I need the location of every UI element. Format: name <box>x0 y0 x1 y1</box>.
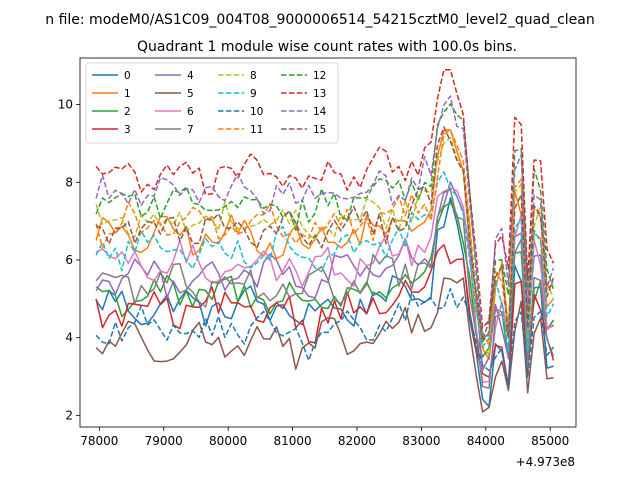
series-line-12 <box>95 103 555 343</box>
legend-label-0: 0 <box>124 70 131 82</box>
legend-label-11: 11 <box>250 124 263 136</box>
series-line-4 <box>95 181 554 371</box>
y-tick-label: 10 <box>58 98 73 112</box>
legend-label-5: 5 <box>187 88 194 100</box>
legend-label-2: 2 <box>124 106 131 118</box>
figure-suptitle: n file: modeM0/AS1C09_004T08_9000006514_… <box>45 12 594 28</box>
legend-label-14: 14 <box>313 106 327 118</box>
series-line-13 <box>95 68 555 329</box>
x-tick-label: 81000 <box>273 434 311 448</box>
legend-label-12: 12 <box>313 70 326 82</box>
legend-label-3: 3 <box>124 124 131 136</box>
y-tick-label: 6 <box>65 253 73 267</box>
x-tick-label: 78000 <box>80 434 118 448</box>
x-tick-label: 82000 <box>338 434 376 448</box>
plot-frame <box>79 57 577 428</box>
chart-title: Quadrant 1 module wise count rates with … <box>137 39 517 55</box>
legend-label-10: 10 <box>250 106 263 118</box>
axis-ticks: 78000 79000 80000 81000 82000 83000 84000 85000… <box>58 98 570 448</box>
series-line-11 <box>95 129 555 347</box>
y-tick-label: 2 <box>65 408 73 422</box>
series-line-9 <box>95 171 555 354</box>
legend-label-4: 4 <box>187 70 194 82</box>
legend-label-9: 9 <box>250 88 257 100</box>
y-tick-label: 4 <box>65 331 73 345</box>
series-line-0 <box>95 197 554 408</box>
series-line-5 <box>95 277 554 413</box>
x-tick-label: 79000 <box>145 434 183 448</box>
x-tick-label: 84000 <box>467 434 505 448</box>
series-line-14 <box>95 95 555 338</box>
series-line-7 <box>95 189 555 390</box>
x-tick-label: 83000 <box>402 434 440 448</box>
series-line-15 <box>95 126 555 342</box>
x-tick-label: 80000 <box>209 434 247 448</box>
legend-label-7: 7 <box>187 124 194 136</box>
legend-label-13: 13 <box>313 88 326 100</box>
x-tick-label: 85000 <box>531 434 569 448</box>
series-line-10 <box>95 287 555 387</box>
legend-label-1: 1 <box>124 88 131 100</box>
series-line-3 <box>95 244 555 390</box>
legend-label-15: 15 <box>313 124 326 136</box>
series-layer <box>95 68 555 413</box>
legend-label-8: 8 <box>250 70 257 82</box>
legend-label-6: 6 <box>187 106 194 118</box>
legend-box <box>85 62 339 144</box>
y-tick-label: 8 <box>65 175 73 189</box>
x-offset-label: +4.973e8 <box>516 455 575 469</box>
